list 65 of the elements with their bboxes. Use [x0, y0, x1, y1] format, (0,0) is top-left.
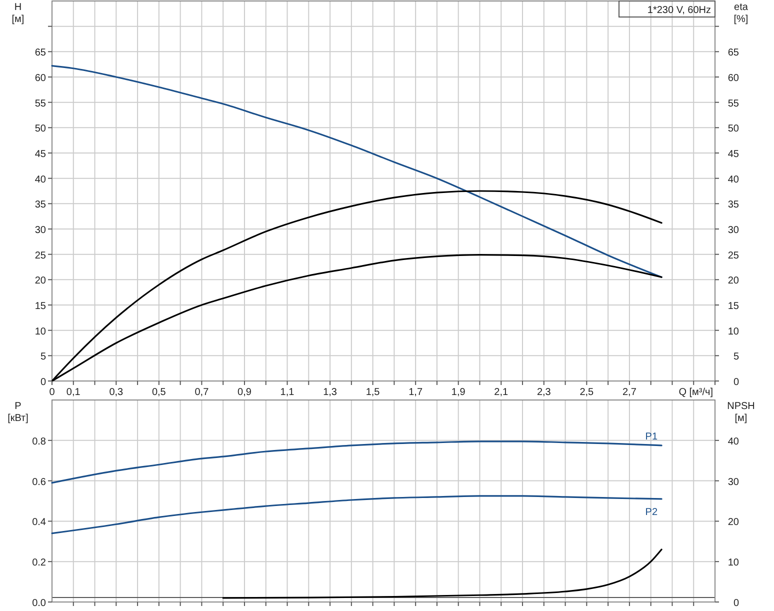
- x-tick-label: 0,5: [152, 387, 166, 398]
- y2-tick-label: 20: [728, 276, 740, 287]
- y2-tick-label: 45: [728, 149, 740, 160]
- x-tick-label: 1,1: [280, 387, 295, 398]
- y2-tick-label: 55: [728, 98, 740, 110]
- chart-title: 1*230 V, 60Hz: [647, 5, 711, 16]
- line-series: [51, 495, 662, 534]
- y2-tick-label: 30: [728, 476, 740, 488]
- y-tick-label: 10: [34, 326, 46, 338]
- y-tick-label: 0.2: [32, 558, 46, 569]
- y-tick-label: 0.0: [32, 598, 46, 609]
- y2-tick-label: 35: [728, 200, 740, 211]
- y-tick-label: 60: [34, 73, 46, 84]
- y-tick-label: 0.6: [32, 476, 46, 488]
- y2-tick-label: 15: [728, 301, 740, 312]
- y-tick-label: 0.4: [32, 517, 46, 528]
- y-tick-label: 65: [34, 48, 46, 59]
- y2-tick-label: 40: [728, 174, 740, 186]
- x-tick-label: 1,9: [451, 387, 466, 398]
- x-tick-label: 1,5: [366, 387, 380, 398]
- x-tick-label: 0,9: [238, 387, 252, 398]
- y2-tick-label: 60: [728, 73, 740, 84]
- x-tick-label: 2,5: [580, 387, 594, 398]
- y-tick-label: 40: [34, 174, 46, 186]
- x-tick-label: 2,1: [494, 387, 509, 398]
- y2-tick-label: 10: [728, 326, 740, 338]
- x-tick-label: 1,7: [408, 387, 423, 398]
- x-tick-label: 0: [49, 387, 56, 398]
- x-axis-title: Q [м³/ч]: [678, 387, 714, 398]
- y2-axis-title: eta [%]: [734, 2, 748, 25]
- line-series: [51, 440, 662, 484]
- y-tick-label: 45: [34, 149, 46, 160]
- y-tick-label: 15: [34, 301, 46, 312]
- line-series: [222, 548, 662, 599]
- y-axis-title: P [кВт]: [8, 401, 29, 424]
- y2-tick-label: 25: [728, 250, 740, 262]
- x-tick-label: 2,7: [622, 387, 637, 398]
- y-tick-label: 5: [40, 352, 46, 363]
- y-tick-label: 55: [34, 98, 46, 110]
- y2-tick-label: 20: [728, 517, 740, 528]
- series-label: P1: [645, 431, 658, 442]
- x-tick-label: 1,3: [323, 387, 338, 398]
- y-tick-label: 0.8: [32, 436, 46, 448]
- y-axis-title: H [м]: [12, 2, 24, 25]
- line-series: [51, 65, 662, 278]
- x-tick-label: 2,3: [536, 387, 552, 398]
- x-tick-label: 0,7: [194, 387, 210, 398]
- y2-tick-label: 5: [733, 352, 740, 363]
- y-tick-label: 20: [34, 276, 46, 287]
- y-tick-label: 25: [34, 250, 46, 262]
- y2-tick-label: 30: [728, 225, 740, 236]
- y2-tick-label: 40: [728, 436, 740, 448]
- y2-tick-label: 65: [728, 48, 740, 59]
- y2-tick-label: 10: [728, 558, 740, 569]
- y-tick-label: 35: [34, 200, 46, 211]
- y-tick-label: 30: [34, 225, 46, 236]
- y-tick-label: 0: [40, 377, 46, 388]
- y2-tick-label: 0: [733, 598, 740, 609]
- y2-tick-label: 0: [733, 377, 740, 388]
- y2-axis-title: NPSH [м]: [727, 401, 755, 424]
- series-label: P2: [645, 506, 658, 518]
- x-tick-label: 0,1: [66, 387, 81, 398]
- x-tick-label: 0,3: [109, 387, 124, 398]
- y2-tick-label: 50: [728, 124, 740, 135]
- y-tick-label: 50: [34, 124, 46, 135]
